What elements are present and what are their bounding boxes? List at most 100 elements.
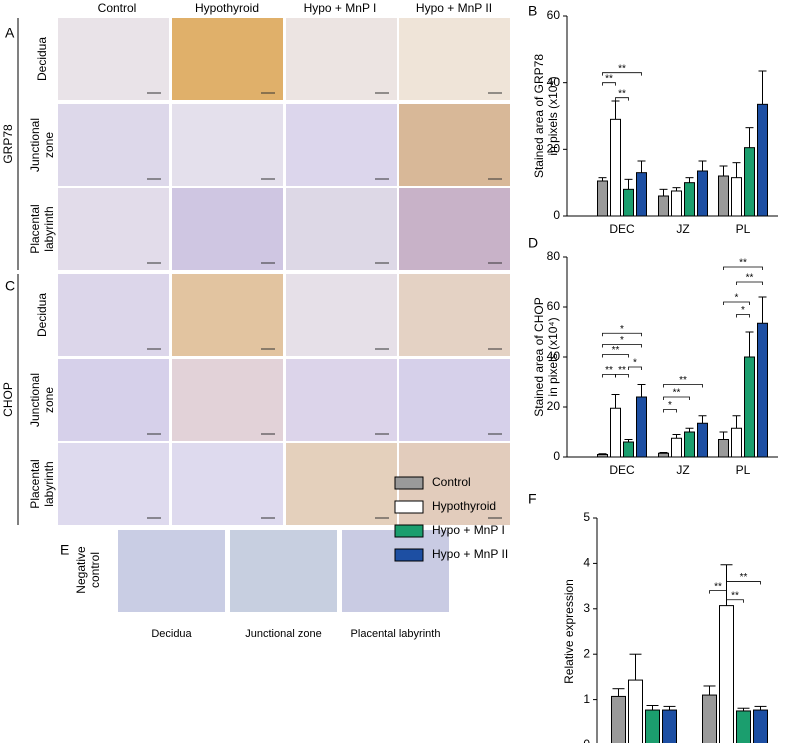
significance-bracket — [726, 599, 744, 603]
bar — [623, 441, 634, 458]
bar — [671, 190, 682, 217]
significance-label: * — [741, 305, 745, 316]
column-header: Control — [98, 1, 137, 15]
y-tick-label: 60 — [547, 299, 561, 313]
x-tick-label: PL — [736, 222, 751, 236]
micrograph — [172, 274, 283, 356]
significance-bracket — [723, 301, 750, 305]
panel-label: B — [528, 3, 537, 19]
micrograph — [172, 443, 283, 525]
x-tick-label: PL — [736, 463, 751, 477]
micrograph — [58, 274, 169, 356]
bar — [645, 709, 660, 743]
significance-bracket — [663, 396, 690, 400]
significance-label: ** — [740, 572, 748, 583]
significance-bracket — [723, 266, 763, 270]
y-tick-label: 3 — [583, 601, 590, 615]
micrograph — [118, 530, 225, 612]
bar — [731, 177, 742, 217]
negative-control-label: control — [88, 552, 102, 588]
y-tick-label: 20 — [547, 399, 561, 413]
negative-control-caption: Junctional zone — [245, 628, 321, 640]
bar — [744, 356, 755, 458]
significance-bracket — [602, 332, 642, 337]
significance-label: ** — [714, 581, 722, 592]
significance-bracket — [726, 581, 761, 585]
bar — [697, 170, 708, 217]
y-tick-label: 40 — [547, 349, 561, 363]
bar — [662, 709, 677, 743]
micrograph — [58, 359, 169, 441]
significance-label: * — [620, 335, 624, 346]
micrograph — [342, 530, 449, 612]
panel-label: E — [60, 542, 69, 558]
bar — [719, 605, 734, 743]
significance-bracket — [615, 97, 629, 101]
legend-label: Hypo + MnP II — [432, 547, 508, 561]
y-axis-label: in pixels (x10⁴) — [546, 317, 560, 396]
bar — [636, 172, 647, 217]
panel-label: F — [528, 491, 537, 507]
row-label: Placental — [28, 204, 42, 253]
micrograph — [172, 188, 283, 270]
column-header: Hypo + MnP II — [416, 1, 492, 15]
y-axis-label: Relative expression — [562, 579, 576, 684]
bar — [718, 439, 729, 458]
bar — [736, 710, 751, 743]
legend-label: Hypothyroid — [432, 499, 496, 513]
x-tick-label: DEC — [609, 222, 635, 236]
legend-swatch — [394, 500, 424, 514]
column-header: Hypothyroid — [195, 1, 259, 15]
row-label: Junctional — [28, 373, 42, 427]
row-label: zone — [42, 132, 56, 158]
y-tick-label: 60 — [547, 8, 561, 22]
legend-label: Hypo + MnP I — [432, 523, 505, 537]
bar — [658, 195, 669, 217]
y-tick-label: 1 — [583, 692, 590, 706]
x-tick-label: JZ — [676, 463, 689, 477]
negative-control-caption: Placental labyrinth — [351, 628, 441, 640]
micrograph — [399, 18, 510, 100]
significance-label: ** — [605, 365, 613, 376]
significance-bracket — [663, 384, 703, 388]
bar — [597, 454, 608, 458]
micrograph — [399, 104, 510, 186]
significance-label: ** — [673, 388, 681, 399]
bar — [611, 695, 626, 743]
bar — [610, 407, 621, 458]
row-label: Decidua — [35, 293, 49, 337]
bar — [684, 182, 695, 217]
significance-label: * — [668, 400, 672, 411]
micrograph — [286, 443, 397, 525]
significance-label: ** — [739, 258, 747, 269]
y-tick-label: 20 — [547, 142, 561, 156]
significance-bracket — [602, 344, 642, 348]
y-tick-label: 0 — [553, 208, 560, 222]
micrograph — [172, 18, 283, 100]
significance-label: ** — [618, 63, 626, 74]
group-label: CHOP — [1, 382, 15, 417]
row-label: zone — [42, 387, 56, 413]
significance-label: * — [633, 358, 637, 369]
x-tick-label: DEC — [609, 463, 635, 477]
micrograph — [172, 104, 283, 186]
panel-label: A — [5, 25, 15, 41]
row-label: Decidua — [35, 37, 49, 81]
micrograph — [58, 104, 169, 186]
bar — [731, 427, 742, 458]
legend-swatch — [394, 476, 424, 490]
significance-bracket — [615, 374, 629, 378]
micrograph — [286, 359, 397, 441]
significance-label: * — [735, 293, 739, 304]
significance-label: ** — [746, 273, 754, 284]
bar — [597, 180, 608, 217]
micrograph — [286, 274, 397, 356]
bar — [757, 322, 768, 458]
y-axis-label: Stained area of GRP78 — [532, 54, 546, 178]
row-label: labyrinth — [42, 206, 56, 251]
significance-bracket — [663, 409, 677, 413]
bar — [753, 709, 768, 743]
bar — [718, 175, 729, 217]
column-header: Hypo + MnP I — [304, 1, 377, 15]
